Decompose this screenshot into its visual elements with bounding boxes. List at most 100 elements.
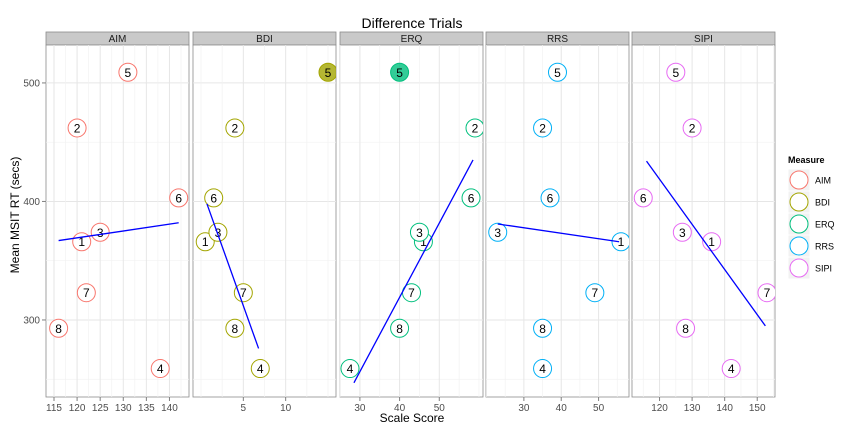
point-label-aim-1: 1 bbox=[78, 235, 85, 249]
x-tick-label-rrs: 50 bbox=[593, 403, 605, 414]
legend-symbol-rrs bbox=[789, 236, 809, 256]
data-point-bdi-7 bbox=[233, 283, 253, 303]
panel-aim: AIM 115 120 125 130 135 140 1 2 3 4 5 6 7 8 bbox=[45, 31, 190, 414]
x-tick-label-aim: 120 bbox=[69, 403, 86, 414]
facet-label-erq: ERQ bbox=[401, 34, 423, 45]
data-point-erq-6 bbox=[461, 188, 481, 208]
point-label-erq-6: 6 bbox=[468, 191, 475, 205]
y-tick-label-400: 400 bbox=[23, 197, 40, 208]
point-label-sipi-4: 4 bbox=[728, 362, 735, 376]
y-tick-label-500: 500 bbox=[23, 78, 40, 89]
legend-label-erq: ERQ bbox=[815, 220, 835, 230]
point-label-rrs-7: 7 bbox=[592, 286, 599, 300]
data-point-rrs-6 bbox=[540, 188, 560, 208]
data-point-sipi-6 bbox=[633, 188, 653, 208]
point-label-aim-6: 6 bbox=[175, 191, 182, 205]
data-point-erq-5 bbox=[390, 62, 410, 82]
x-tick-label-sipi: 130 bbox=[684, 403, 701, 414]
point-label-erq-7: 7 bbox=[408, 286, 415, 300]
point-label-sipi-1: 1 bbox=[708, 235, 715, 249]
point-label-bdi-7: 7 bbox=[240, 286, 247, 300]
point-label-bdi-4: 4 bbox=[257, 362, 264, 376]
data-point-rrs-1 bbox=[611, 232, 629, 252]
point-label-sipi-8: 8 bbox=[682, 322, 689, 336]
panel-content-erq: 1 2 3 4 5 6 7 8 bbox=[340, 62, 483, 384]
data-point-sipi-8 bbox=[676, 318, 696, 338]
point-label-rrs-6: 6 bbox=[547, 191, 554, 205]
y-tick-label-300: 300 bbox=[23, 315, 40, 326]
x-tick-label-sipi: 120 bbox=[651, 403, 668, 414]
data-point-aim-8 bbox=[49, 318, 69, 338]
panel-background-rrs bbox=[485, 44, 630, 398]
data-point-aim-6 bbox=[169, 188, 189, 208]
legend-item-bdi: BDI bbox=[787, 190, 830, 214]
panel-content-sipi: 1 2 3 4 5 6 7 8 bbox=[633, 62, 775, 379]
point-label-rrs-1: 1 bbox=[618, 235, 625, 249]
point-label-sipi-3: 3 bbox=[679, 226, 686, 240]
panel-content-rrs: 1 2 3 4 5 6 7 8 bbox=[488, 62, 629, 379]
legend-label-rrs: RRS bbox=[815, 242, 834, 252]
data-point-aim-3 bbox=[90, 222, 110, 242]
point-label-erq-5: 5 bbox=[396, 66, 403, 80]
legend-item-erq: ERQ bbox=[787, 212, 835, 236]
data-point-rrs-4 bbox=[533, 359, 553, 379]
data-point-bdi-3 bbox=[208, 222, 228, 242]
point-label-sipi-7: 7 bbox=[764, 286, 771, 300]
data-point-sipi-7 bbox=[757, 283, 775, 303]
data-point-bdi-6 bbox=[204, 188, 224, 208]
data-point-bdi-8 bbox=[225, 318, 245, 338]
data-point-erq-2 bbox=[465, 118, 483, 138]
x-tick-label-aim: 125 bbox=[92, 403, 109, 414]
data-point-sipi-3 bbox=[672, 222, 692, 242]
legend-label-sipi: SIPI bbox=[815, 264, 832, 274]
point-label-aim-7: 7 bbox=[83, 286, 90, 300]
point-label-rrs-2: 2 bbox=[539, 121, 546, 135]
data-point-erq-8 bbox=[390, 318, 410, 338]
legend-symbol-aim bbox=[789, 170, 809, 190]
point-label-erq-3: 3 bbox=[416, 226, 423, 240]
point-label-aim-4: 4 bbox=[157, 362, 164, 376]
data-point-aim-5 bbox=[118, 62, 138, 82]
data-point-bdi-2 bbox=[225, 118, 245, 138]
data-point-erq-4 bbox=[340, 359, 360, 379]
data-point-bdi-5 bbox=[318, 62, 336, 82]
x-tick-label-rrs: 30 bbox=[518, 403, 530, 414]
legend-item-sipi: SIPI bbox=[787, 256, 832, 280]
point-label-rrs-4: 4 bbox=[539, 362, 546, 376]
point-label-aim-3: 3 bbox=[97, 226, 104, 240]
data-point-rrs-5 bbox=[548, 62, 567, 82]
legend-label-aim: AIM bbox=[815, 176, 831, 186]
panel-background-sipi bbox=[631, 44, 776, 398]
point-label-bdi-5: 5 bbox=[325, 66, 332, 80]
data-point-bdi-1 bbox=[195, 232, 215, 252]
point-label-erq-4: 4 bbox=[347, 362, 354, 376]
data-point-bdi-4 bbox=[250, 359, 270, 379]
legend-title: Measure bbox=[788, 155, 825, 165]
point-label-aim-8: 8 bbox=[55, 322, 62, 336]
data-point-aim-4 bbox=[150, 359, 170, 379]
data-point-rrs-2 bbox=[533, 118, 553, 138]
data-point-aim-7 bbox=[76, 283, 96, 303]
point-label-bdi-8: 8 bbox=[232, 322, 239, 336]
fit-line-bdi bbox=[206, 203, 260, 349]
x-tick-label-aim: 140 bbox=[161, 403, 178, 414]
point-label-erq-8: 8 bbox=[396, 322, 403, 336]
legend: Measure AIM BDI ERQ RRS SIPI bbox=[787, 155, 835, 280]
facet-label-bdi: BDI bbox=[256, 34, 273, 45]
point-label-aim-2: 2 bbox=[74, 121, 81, 135]
panel-background-erq bbox=[339, 44, 484, 398]
panel-erq: ERQ 30 40 50 1 2 3 4 5 6 7 8 bbox=[339, 31, 484, 414]
legend-symbol-sipi bbox=[789, 258, 809, 278]
point-label-sipi-5: 5 bbox=[672, 66, 679, 80]
x-tick-label-aim: 135 bbox=[138, 403, 155, 414]
legend-item-aim: AIM bbox=[787, 168, 831, 192]
x-tick-label-erq: 30 bbox=[354, 403, 366, 414]
x-tick-label-erq: 50 bbox=[434, 403, 446, 414]
legend-symbol-erq bbox=[789, 214, 809, 234]
panel-bdi: BDI 5 10 1 2 3 4 5 6 7 8 bbox=[192, 31, 337, 414]
data-point-rrs-3 bbox=[488, 222, 508, 242]
point-label-rrs-5: 5 bbox=[554, 66, 561, 80]
legend-symbol-bdi bbox=[789, 192, 809, 212]
point-label-sipi-2: 2 bbox=[689, 121, 696, 135]
